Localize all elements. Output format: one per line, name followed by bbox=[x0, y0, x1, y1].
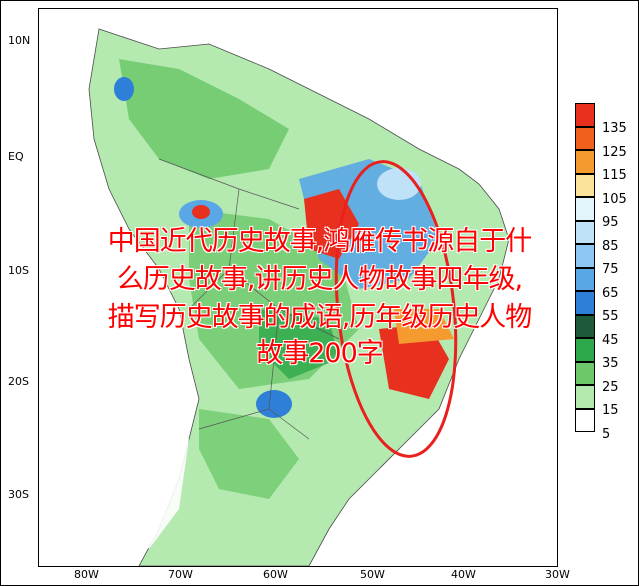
lat-label-20s: 20S bbox=[8, 375, 29, 388]
legend-label: 95 bbox=[602, 215, 619, 230]
legend-swatch bbox=[575, 150, 595, 174]
precipitation-map bbox=[38, 8, 558, 567]
legend-label: 65 bbox=[602, 285, 619, 301]
legend-swatch bbox=[575, 220, 595, 244]
legend-swatch bbox=[575, 291, 595, 315]
legend-label: 135 bbox=[602, 121, 627, 136]
overlay-line-4: 故事200字 bbox=[256, 338, 384, 369]
legend-label: 35 bbox=[602, 356, 619, 371]
orange-band-east bbox=[394, 309, 454, 344]
blue-patch-south bbox=[256, 390, 292, 418]
legend-label: 25 bbox=[602, 379, 619, 395]
legend-swatch bbox=[575, 314, 595, 338]
lon-label-30w: 30W bbox=[545, 568, 570, 581]
green-zone-north bbox=[119, 59, 289, 179]
lat-label-eq: EQ bbox=[8, 150, 24, 163]
country-borders bbox=[158, 158, 340, 440]
legend-swatch bbox=[575, 244, 595, 268]
legend-swatch bbox=[575, 126, 595, 150]
lon-label-80w: 80W bbox=[74, 568, 99, 581]
legend-label: 115 bbox=[602, 168, 627, 183]
overlay-line-3: 描写历史故事的成语,历年级历史人物 bbox=[107, 302, 533, 333]
legend-swatch bbox=[575, 408, 595, 432]
lat-label-10s: 10S bbox=[8, 264, 29, 277]
lon-label-70w: 70W bbox=[168, 568, 193, 581]
red-core-east bbox=[379, 324, 449, 399]
legend-label: 55 bbox=[602, 309, 619, 324]
annotation-ellipse bbox=[334, 160, 458, 458]
legend-label: 5 bbox=[602, 426, 611, 442]
legend-label: 45 bbox=[602, 332, 619, 348]
legend-label: 125 bbox=[602, 144, 627, 160]
lat-label-10n: 10N bbox=[8, 34, 31, 47]
lat-label-30s: 30S bbox=[8, 488, 29, 501]
legend-swatch bbox=[575, 338, 595, 362]
blue-patch-north bbox=[114, 77, 134, 101]
legend-label: 85 bbox=[602, 238, 619, 254]
white-zone-southwest bbox=[134, 429, 189, 549]
legend-swatch bbox=[575, 385, 595, 409]
lon-label-60w: 60W bbox=[263, 568, 288, 581]
legend-swatch bbox=[575, 197, 595, 221]
legend-label: 75 bbox=[602, 262, 619, 277]
legend-swatch bbox=[575, 267, 595, 291]
lon-label-50w: 50W bbox=[360, 568, 385, 581]
map-canvas bbox=[88, 28, 510, 566]
legend-swatch bbox=[575, 361, 595, 385]
red-core-west bbox=[192, 205, 210, 219]
green-zone-south bbox=[199, 409, 299, 499]
lon-label-40w: 40W bbox=[451, 568, 476, 581]
legend-swatch bbox=[575, 173, 595, 197]
legend-label: 105 bbox=[602, 191, 627, 207]
overlay-line-2: 么历史故事,讲历史人物故事四年级, bbox=[116, 264, 523, 295]
legend-label: 15 bbox=[602, 403, 619, 418]
overlay-line-1: 中国近代历史故事,鸿雁传书源自于什 bbox=[107, 226, 533, 257]
dark-green-zone bbox=[259, 309, 339, 379]
legend-swatch bbox=[575, 103, 595, 127]
